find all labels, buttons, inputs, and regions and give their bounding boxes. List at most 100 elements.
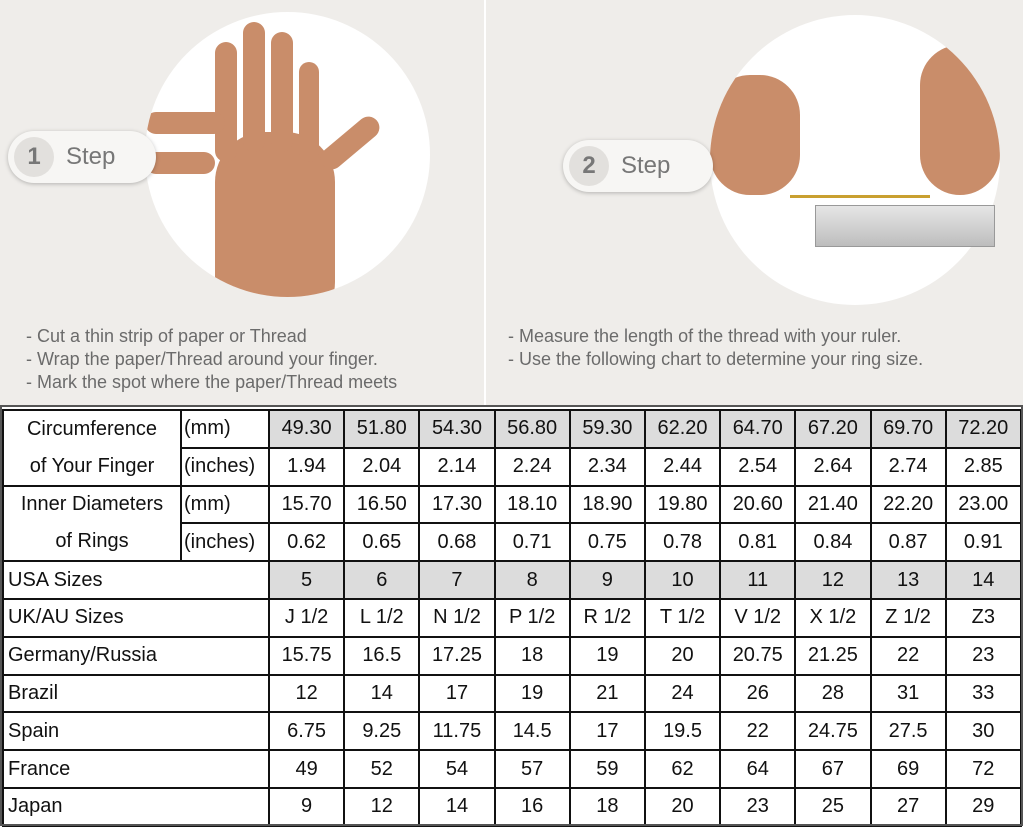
table-row: Japan 9 12 14 16 18 20 23 25 27 29 <box>2 786 1022 827</box>
table-cell: L 1/2 <box>343 597 421 638</box>
table-cell: J 1/2 <box>267 597 346 638</box>
table-cell: 26 <box>719 673 797 714</box>
table-cell: 14.5 <box>493 711 571 752</box>
table-cell: 0.65 <box>343 522 421 563</box>
table-cell: 7 <box>418 560 496 600</box>
thread-ruler-photo <box>710 15 1000 305</box>
table-cell: 25 <box>794 786 872 827</box>
table-cell: R 1/2 <box>568 597 646 638</box>
table-cell: 56.80 <box>493 409 571 449</box>
table-cell: 0.71 <box>493 522 571 563</box>
table-cell: 27 <box>869 786 947 827</box>
step-2-number: 2 <box>569 146 609 186</box>
instructions-panel: 1 Step 2 Step - Cut a thin strip of pape… <box>0 0 1023 405</box>
table-cell: 67.20 <box>794 409 872 449</box>
table-cell: 13 <box>869 560 947 600</box>
table-cell: Z 1/2 <box>869 597 947 638</box>
table-cell: 21 <box>568 673 646 714</box>
table-cell: 23 <box>719 786 797 827</box>
table-cell: 72.20 <box>944 409 1022 449</box>
table-cell: 1.94 <box>267 446 346 487</box>
table-cell: 19.80 <box>643 484 722 525</box>
table-row: Inner Diameters (mm) 15.70 16.50 17.30 18.10 1… <box>2 484 1022 525</box>
step-1-notes: - Cut a thin strip of paper or Thread - … <box>26 325 397 394</box>
unit-inches: (inches) <box>180 446 270 487</box>
table-cell: Z3 <box>944 597 1022 638</box>
table-cell: 57 <box>493 749 571 789</box>
row-label: USA Sizes <box>2 560 270 600</box>
table-cell: 0.87 <box>869 522 947 563</box>
table-cell: 24 <box>643 673 722 714</box>
table-cell: 29 <box>944 786 1022 827</box>
table-cell: 14 <box>944 560 1022 600</box>
table-cell: 14 <box>418 786 496 827</box>
table-cell: 27.5 <box>869 711 947 752</box>
row-label: Japan <box>2 786 270 827</box>
table-cell: 2.34 <box>568 446 646 487</box>
table-cell: 18.10 <box>493 484 571 525</box>
table-cell: 17.30 <box>418 484 496 525</box>
table-cell: 0.62 <box>267 522 346 563</box>
unit-mm: (mm) <box>180 409 270 449</box>
table-cell: 31 <box>869 673 947 714</box>
ruler-icon <box>815 205 995 247</box>
table-cell: 18.90 <box>568 484 646 525</box>
table-cell: 28 <box>794 673 872 714</box>
table-cell: 24.75 <box>794 711 872 752</box>
table-cell: 9 <box>267 786 346 827</box>
table-cell: 17 <box>418 673 496 714</box>
table-cell: 54 <box>418 749 496 789</box>
table-row: of Rings (inches) 0.62 0.65 0.68 0.71 0.75 0.78… <box>2 522 1022 563</box>
table-cell: 64.70 <box>719 409 797 449</box>
table-cell: 20 <box>643 635 722 676</box>
table-cell: T 1/2 <box>643 597 722 638</box>
table-row: of Your Finger (inches) 1.94 2.04 2.14 2.24 2.… <box>2 446 1022 487</box>
table-cell: 22 <box>869 635 947 676</box>
note: - Wrap the paper/Thread around your fing… <box>26 349 378 369</box>
row-label: Germany/Russia <box>2 635 270 676</box>
table-cell: 11 <box>719 560 797 600</box>
diameter-label: Inner Diameters <box>2 484 182 524</box>
note: - Mark the spot where the paper/Thread m… <box>26 372 398 392</box>
table-cell: 0.81 <box>719 522 797 563</box>
table-cell: 2.74 <box>869 446 947 487</box>
table-cell: P 1/2 <box>493 597 571 638</box>
table-cell: 8 <box>493 560 571 600</box>
panel-divider <box>484 0 486 405</box>
table-cell: 21.40 <box>794 484 872 525</box>
table-cell: 59.30 <box>568 409 646 449</box>
table-cell: 22.20 <box>869 484 947 525</box>
table-cell: 21.25 <box>794 635 872 676</box>
table-cell: 0.84 <box>794 522 872 563</box>
table-cell: 12 <box>343 786 421 827</box>
table-row: France 49 52 54 57 59 62 64 67 69 72 <box>2 749 1022 789</box>
note: - Cut a thin strip of paper or Thread <box>26 326 307 346</box>
table-cell: 62 <box>643 749 722 789</box>
row-label: UK/AU Sizes <box>2 597 270 638</box>
table-cell: 20.75 <box>719 635 797 676</box>
table-cell: 2.14 <box>418 446 496 487</box>
table-cell: 20 <box>643 786 722 827</box>
step-1-number: 1 <box>14 137 54 177</box>
hand-ring-photo <box>145 12 430 297</box>
table-cell: 19 <box>493 673 571 714</box>
row-label: France <box>2 749 270 789</box>
note: - Measure the length of the thread with … <box>508 326 902 346</box>
table-cell: 23 <box>944 635 1022 676</box>
table-cell: 15.70 <box>267 484 346 525</box>
unit-mm: (mm) <box>180 484 270 525</box>
table-cell: 15.75 <box>267 635 346 676</box>
table-cell: 2.44 <box>643 446 722 487</box>
table-cell: 17.25 <box>418 635 496 676</box>
table-cell: 19 <box>568 635 646 676</box>
table-cell: 2.85 <box>944 446 1022 487</box>
circumference-label-line2: of Your Finger <box>2 447 182 487</box>
table-row: Spain 6.75 9.25 11.75 14.5 17 19.5 22 24.75 27.5 3… <box>2 711 1022 752</box>
table-cell: 5 <box>267 560 346 600</box>
table-cell: 17 <box>568 711 646 752</box>
table-cell: 18 <box>493 635 571 676</box>
table-cell: 54.30 <box>418 409 496 449</box>
unit-inches: (inches) <box>180 522 270 563</box>
table-cell: 20.60 <box>719 484 797 525</box>
ring-size-table: Circumference (mm) 49.30 51.80 54.30 56.80 59.… <box>2 409 1022 827</box>
